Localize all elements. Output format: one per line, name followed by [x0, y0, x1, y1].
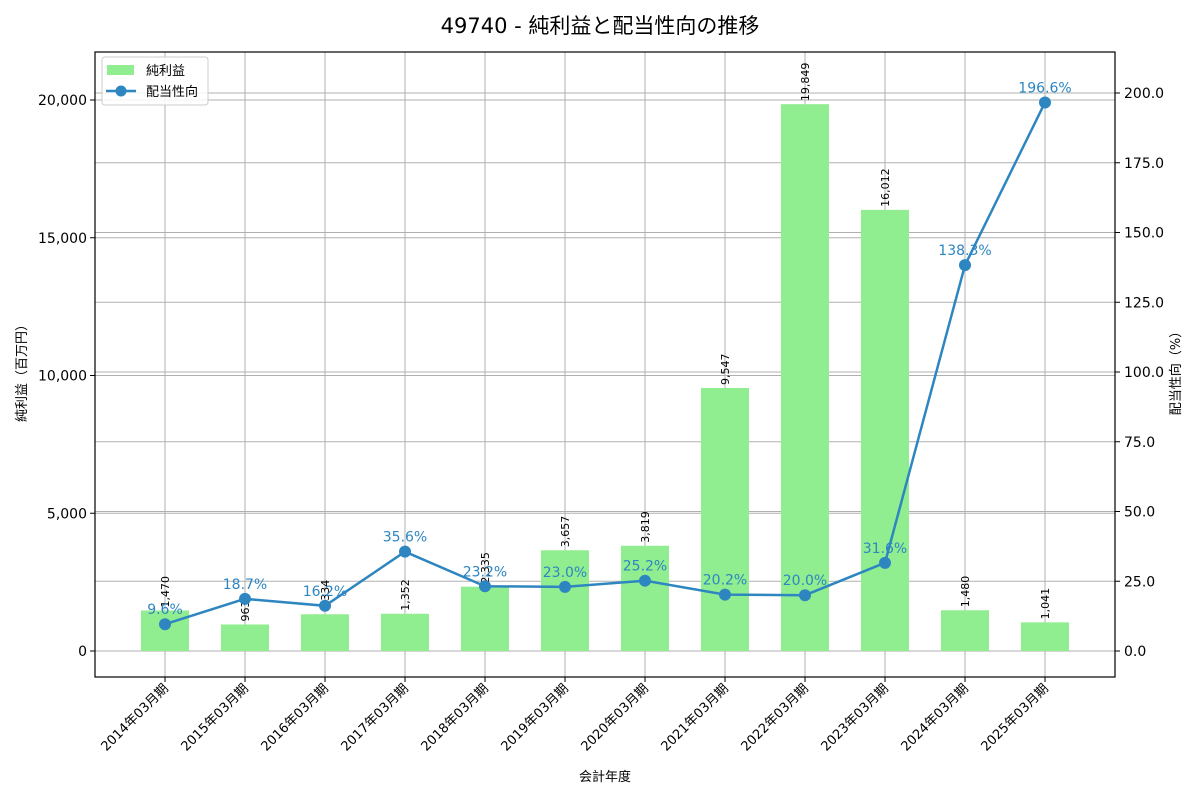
y2-tick-label: 100.0 [1124, 365, 1164, 381]
chart-title: 49740 - 純利益と配当性向の推移 [440, 14, 760, 38]
bar-value-label: 963 [239, 600, 252, 621]
legend-bar-swatch [107, 65, 134, 75]
line-value-label: 16.2% [303, 584, 347, 600]
line-payout-ratio [164, 101, 1047, 626]
bar-net-income [941, 610, 989, 651]
y-tick-label: 10,000 [38, 369, 87, 385]
line-value-label: 25.2% [623, 559, 667, 575]
line-marker [639, 574, 651, 587]
line-marker [879, 556, 891, 569]
line-marker [319, 599, 331, 612]
legend-label-net-income: 純利益 [146, 64, 185, 79]
x-tick-label: 2018年03月期 [419, 681, 492, 754]
x-tick-label: 2014年03月期 [99, 681, 172, 754]
bar-net-income [381, 613, 429, 651]
line-value-label: 31.6% [863, 541, 907, 557]
bar-net-income [861, 209, 909, 652]
y2-tick-label: 0.0 [1124, 644, 1146, 660]
x-tick-label: 2025年03月期 [979, 681, 1052, 754]
line-marker [479, 580, 491, 593]
x-axis-label: 会計年度 [579, 769, 631, 785]
line-marker [799, 589, 811, 602]
y-tick-label: 20,000 [38, 93, 87, 109]
x-tick-label: 2020年03月期 [579, 681, 652, 754]
line-marker [1039, 96, 1051, 109]
line-marker [239, 592, 251, 605]
bar-value-label: 1,480 [959, 576, 972, 608]
x-tick-label: 2019年03月期 [499, 681, 572, 754]
bar-net-income [141, 610, 189, 651]
line-value-label: 196.6% [1018, 80, 1071, 96]
y2-tick-label: 25.0 [1124, 574, 1155, 590]
bar-value-label: 16,012 [879, 168, 892, 207]
line-value-label: 23.2% [463, 564, 507, 580]
bar-value-label: 1,352 [399, 579, 412, 611]
line-value-label: 9.6% [147, 602, 183, 618]
x-tick-label: 2017年03月期 [339, 681, 412, 754]
x-tick-label: 2021年03月期 [659, 681, 732, 754]
bar-value-label: 9,547 [719, 353, 732, 385]
line-marker [719, 588, 731, 601]
bar-value-label: 3,819 [639, 511, 652, 543]
line-marker [959, 259, 971, 272]
bar-value-label: 3,657 [559, 516, 572, 548]
y2-tick-label: 50.0 [1124, 505, 1155, 521]
x-tick-label: 2016年03月期 [259, 681, 332, 754]
bar-net-income [621, 545, 669, 651]
legend-label-payout-ratio: 配当性向 [146, 84, 198, 100]
line-value-label: 138.3% [938, 243, 991, 259]
y2-axis-label: 配当性向（%） [1168, 325, 1184, 415]
line-marker [559, 580, 571, 593]
bar-net-income [701, 387, 749, 651]
plot-frame [94, 51, 1116, 678]
line-marker [159, 618, 171, 631]
bar-net-income [461, 586, 509, 651]
y-tick-label: 0 [78, 644, 87, 660]
line-value-label: 35.6% [383, 530, 427, 546]
y-tick-label: 5,000 [47, 506, 87, 522]
y2-tick-label: 75.0 [1124, 435, 1155, 451]
bar-net-income [1021, 622, 1069, 651]
y-tick-label: 15,000 [38, 231, 87, 247]
x-tick-label: 2022年03月期 [739, 681, 812, 754]
bar-net-income [541, 550, 589, 651]
line-value-label: 20.2% [703, 573, 747, 589]
x-tick-label: 2015年03月期 [179, 681, 252, 754]
y2-tick-label: 175.0 [1124, 156, 1164, 172]
x-tick-label: 2024年03月期 [899, 681, 972, 754]
legend-line-marker [115, 85, 127, 97]
x-tick-label: 2023年03月期 [819, 681, 892, 754]
bar-value-label: 1,470 [159, 576, 172, 608]
y2-tick-label: 150.0 [1124, 226, 1164, 242]
y2-tick-label: 200.0 [1124, 86, 1164, 102]
line-value-label: 20.0% [783, 573, 827, 589]
y2-tick-label: 125.0 [1124, 295, 1164, 311]
line-marker [399, 545, 411, 558]
bar-value-label: 1,041 [1039, 588, 1052, 620]
line-value-label: 23.0% [543, 565, 587, 581]
y-axis-label: 純利益（百万円） [15, 318, 30, 422]
bar-net-income [781, 104, 829, 652]
bar-net-income [221, 624, 269, 651]
bar-value-label: 2,335 [479, 552, 492, 584]
line-value-label: 18.7% [223, 577, 267, 593]
bar-net-income [301, 614, 349, 651]
bar-value-label: 19,849 [799, 63, 812, 102]
